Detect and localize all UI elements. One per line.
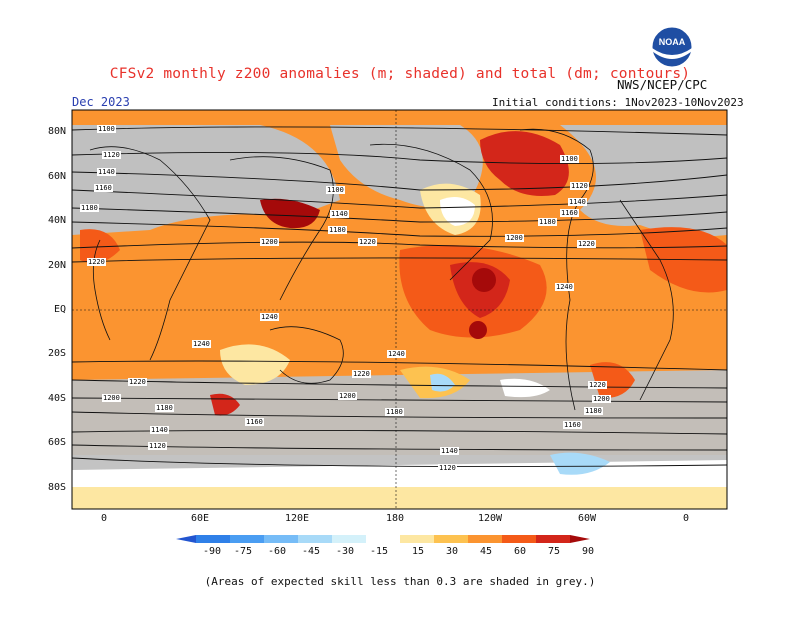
colorbar-swatch: [434, 535, 468, 543]
forecast-month: Dec 2023: [72, 95, 130, 109]
contour-label: 1160: [560, 209, 579, 217]
colorbar-label: -90: [203, 546, 222, 557]
contour-label: 1140: [97, 168, 116, 176]
colorbar-label: 15: [412, 546, 425, 557]
colorbar-swatch: [230, 535, 264, 543]
contour-label: 1140: [568, 198, 587, 206]
colorbar-swatch: [264, 535, 298, 543]
colorbar-label: -45: [302, 546, 321, 557]
contour-label: 1240: [260, 313, 279, 321]
contour-label: 1160: [245, 418, 264, 426]
lon-label: 120W: [478, 513, 503, 524]
colorbar-label: 45: [480, 546, 493, 557]
chart-title: CFSv2 monthly z200 anomalies (m; shaded)…: [109, 66, 691, 82]
contour-label: 1220: [87, 258, 106, 266]
noaa-logo: NOAA: [651, 26, 693, 68]
contour-label: 1100: [560, 155, 579, 163]
contour-label: 1200: [260, 238, 279, 246]
colorbar-label: -30: [336, 546, 355, 557]
lat-label: EQ: [54, 304, 67, 315]
contour-label: 1120: [102, 151, 121, 159]
contour-label: 1180: [385, 408, 404, 416]
logo-text: NOAA: [659, 37, 686, 47]
lon-label: 120E: [285, 513, 310, 524]
colorbar-swatch: [502, 535, 536, 543]
contour-label: 1140: [150, 426, 169, 434]
colorbar-label: 75: [548, 546, 561, 557]
initial-conditions: Initial conditions: 1Nov2023-10Nov2023: [492, 96, 744, 109]
contour-label: 1140: [330, 210, 349, 218]
contour-label: 1100: [97, 125, 116, 133]
contour-label: 1240: [387, 350, 406, 358]
contour-label: 1200: [338, 392, 357, 400]
lat-label: 40S: [48, 393, 67, 404]
contour-label: 1120: [570, 182, 589, 190]
colorbar-label: -60: [268, 546, 287, 557]
contour-label: 1200: [505, 234, 524, 242]
colorbar-swatch: [400, 535, 434, 543]
contour-label: 1120: [148, 442, 167, 450]
contour-label: 1100: [326, 186, 345, 194]
colorbar-label: 90: [582, 546, 595, 557]
contour-label: 1240: [192, 340, 211, 348]
contour-label: 1180: [584, 407, 603, 415]
lat-label: 40N: [48, 215, 67, 226]
lat-label: 60S: [48, 437, 67, 448]
contour-label: 1200: [102, 394, 121, 402]
colorbar: [176, 535, 590, 543]
lon-label: 60W: [578, 513, 597, 524]
contour-label: 1220: [352, 370, 371, 378]
colorbar-swatch: [366, 535, 400, 543]
contour-label: 1160: [563, 421, 582, 429]
organization-label: NWS/NCEP/CPC: [617, 77, 708, 92]
contour-label: 1180: [155, 404, 174, 412]
colorbar-swatch: [196, 535, 230, 543]
contour-label: 1160: [94, 184, 113, 192]
contour-label: 1240: [555, 283, 574, 291]
contour-label: 1140: [440, 447, 459, 455]
colorbar-label: 60: [514, 546, 527, 557]
colorbar-label: 30: [446, 546, 459, 557]
lat-label: 80S: [48, 482, 67, 493]
contour-label: 1200: [592, 395, 611, 403]
lon-label: 180: [386, 513, 405, 524]
contour-label: 1180: [80, 204, 99, 212]
colorbar-label: -75: [234, 546, 253, 557]
contour-label: 1220: [588, 381, 607, 389]
lon-label: 60E: [191, 513, 210, 524]
lat-label: 80N: [48, 126, 67, 137]
skill-note: (Areas of expected skill less than 0.3 a…: [204, 575, 596, 588]
colorbar-swatch: [468, 535, 502, 543]
contour-label: 1220: [128, 378, 147, 386]
colorbar-arrow-right: [570, 535, 590, 543]
lon-label: 0: [101, 513, 108, 524]
contour-label: 1220: [577, 240, 596, 248]
contour-label: 1120: [438, 464, 457, 472]
lon-label: 0: [683, 513, 690, 524]
lat-label: 60N: [48, 171, 67, 182]
contour-label: 1180: [328, 226, 347, 234]
colorbar-swatch: [536, 535, 570, 543]
colorbar-swatch: [298, 535, 332, 543]
colorbar-swatch: [332, 535, 366, 543]
colorbar-arrow-left: [176, 535, 196, 543]
contour-label: 1180: [538, 218, 557, 226]
colorbar-label: -15: [370, 546, 389, 557]
lat-label: 20N: [48, 260, 67, 271]
lat-label: 20S: [48, 348, 67, 359]
contour-label: 1220: [358, 238, 377, 246]
